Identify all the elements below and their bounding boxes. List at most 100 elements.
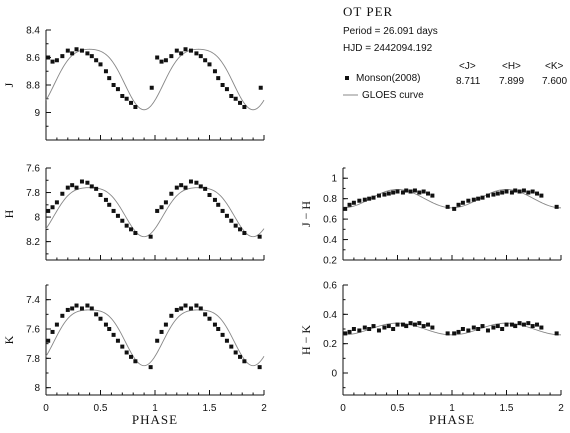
data-point <box>466 328 471 333</box>
data-point <box>179 51 184 56</box>
data-point <box>421 324 426 329</box>
data-point <box>224 213 229 218</box>
data-point <box>371 324 376 329</box>
data-point <box>430 193 435 198</box>
y-tick-label: 0.2 <box>323 256 337 267</box>
gloes-curve <box>45 48 265 111</box>
data-point <box>159 59 164 64</box>
y-tick-label: 0.6 <box>323 281 337 292</box>
data-point <box>404 188 409 193</box>
data-point <box>216 202 221 207</box>
data-point <box>50 59 55 64</box>
data-point <box>485 328 490 333</box>
data-point <box>129 100 134 105</box>
data-point <box>98 316 103 321</box>
data-point <box>133 105 138 109</box>
data-point <box>65 185 70 190</box>
data-point <box>417 190 422 195</box>
data-point <box>183 47 188 52</box>
data-point <box>94 58 99 63</box>
data-point <box>85 51 90 56</box>
y-axis-title: H <box>2 209 16 218</box>
data-point <box>103 197 108 202</box>
data-point <box>426 322 431 327</box>
data-point <box>386 191 391 196</box>
y-tick-label: 0.2 <box>323 339 337 350</box>
data-point <box>229 218 234 223</box>
data-point <box>400 322 405 327</box>
data-point <box>357 328 362 333</box>
data-point <box>155 338 160 343</box>
y-axis-title: J <box>2 82 16 87</box>
mean-k-value: 7.600 <box>542 76 567 87</box>
mean-k-label: <K> <box>545 61 564 72</box>
data-point <box>395 322 400 327</box>
data-point <box>179 183 184 188</box>
data-point <box>535 191 540 196</box>
x-tick-label: 1.5 <box>203 403 217 414</box>
data-point <box>65 48 70 53</box>
data-point <box>74 47 79 52</box>
data-point <box>50 329 55 334</box>
data-point <box>386 324 391 329</box>
data-point <box>79 179 84 184</box>
data-point <box>513 188 518 193</box>
y-tick-label: 8 <box>34 213 40 224</box>
data-point <box>371 195 376 200</box>
data-point <box>212 69 217 74</box>
data-point <box>357 198 362 203</box>
x-tick-label: 2 <box>558 403 564 414</box>
data-point <box>362 197 367 202</box>
data-point <box>203 312 208 317</box>
data-point <box>207 316 212 321</box>
data-point <box>203 186 208 191</box>
hjd-label: HJD = 2442094.192 <box>343 43 433 54</box>
data-point <box>133 231 138 236</box>
data-point <box>229 344 234 349</box>
data-point <box>203 58 208 63</box>
data-point <box>212 197 217 202</box>
data-point <box>554 331 559 336</box>
data-point <box>115 338 120 343</box>
x-tick-label: 1 <box>449 403 455 414</box>
data-point <box>404 324 409 329</box>
panel-j-minus-h: 0.2 0.4 0.6 0.8 1 J − H <box>299 167 562 267</box>
y-axis-title: H − K <box>299 325 313 355</box>
data-point <box>500 190 505 195</box>
data-point <box>530 189 535 194</box>
data-point <box>54 322 59 327</box>
data-point <box>376 328 381 333</box>
data-point <box>124 223 129 228</box>
data-point <box>148 365 153 370</box>
data-point <box>513 324 518 329</box>
data-point <box>85 180 90 185</box>
data-point <box>54 58 59 63</box>
data-point <box>159 205 164 210</box>
data-point <box>212 322 217 327</box>
data-point <box>426 191 431 196</box>
mean-j-value: 8.711 <box>456 76 481 87</box>
data-point <box>466 198 471 203</box>
y-tick-label: 7.4 <box>26 295 40 306</box>
data-point <box>391 190 396 195</box>
x-tick-label: 0.5 <box>94 403 108 414</box>
data-point <box>89 306 94 311</box>
data-point <box>60 191 65 196</box>
y-tick-label: 0.8 <box>323 194 337 205</box>
data-point <box>445 204 450 209</box>
x-axis-title-right: PHASE <box>429 412 475 427</box>
data-point <box>480 195 485 200</box>
data-point <box>509 322 514 327</box>
data-point <box>517 189 522 194</box>
data-point <box>107 327 112 331</box>
data-point <box>124 350 129 355</box>
data-point <box>220 83 225 87</box>
panel-k-magnitude: 7.4 7.6 7.8 80 0.5 1 1.5 2 K <box>2 284 267 414</box>
data-point <box>89 54 94 59</box>
data-point <box>65 307 70 312</box>
data-point <box>242 231 247 236</box>
data-point <box>169 54 174 59</box>
data-point <box>129 354 134 359</box>
data-point <box>347 329 352 334</box>
data-point <box>115 213 120 218</box>
